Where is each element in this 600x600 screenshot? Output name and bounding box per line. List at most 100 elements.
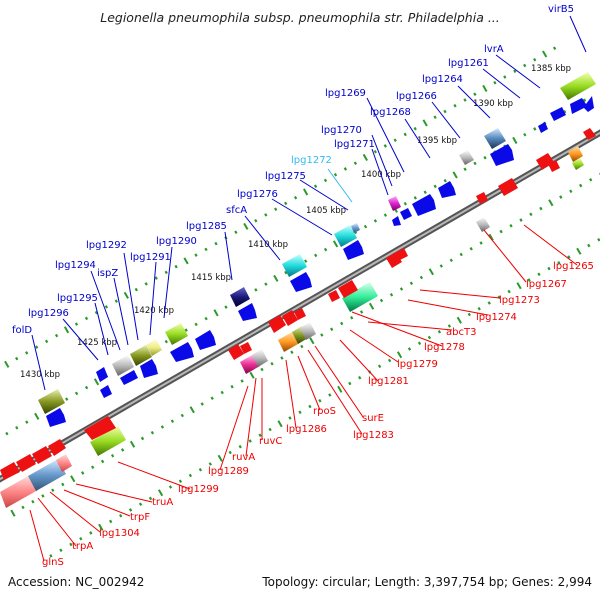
gene-feature-box[interactable] [300, 322, 316, 340]
gene-label-lpg1268[interactable]: lpg1268 [370, 107, 411, 118]
gene-feature-box[interactable] [90, 426, 126, 456]
gene-label-lpg1279[interactable]: lpg1279 [397, 359, 438, 370]
forward-gene-arrow[interactable] [490, 144, 514, 166]
gene-label-lpg1291[interactable]: lpg1291 [130, 252, 171, 263]
forward-gene-arrow[interactable] [238, 303, 257, 321]
gene-label-folD[interactable]: folD [12, 325, 32, 336]
gene-feature-box[interactable] [38, 389, 65, 414]
gene-label-lpg1294[interactable]: lpg1294 [55, 260, 96, 271]
gene-label-surE[interactable]: surE [362, 413, 384, 424]
gene-label-lpg1265[interactable]: lpg1265 [553, 261, 594, 272]
gene-feature-box[interactable] [476, 217, 490, 232]
reverse-gene-arrow[interactable] [84, 416, 116, 440]
forward-gene-arrow[interactable] [140, 359, 158, 378]
gene-label-truA[interactable]: truA [152, 497, 173, 508]
forward-gene-arrow[interactable] [538, 122, 548, 133]
gene-label-lpg1273[interactable]: lpg1273 [499, 295, 540, 306]
gene-feature-box[interactable] [484, 128, 506, 149]
reverse-gene-arrow[interactable] [228, 344, 244, 360]
gene-label-abcT3[interactable]: abcT3 [446, 327, 476, 338]
reverse-gene-arrow[interactable] [338, 280, 358, 298]
gene-feature-box[interactable] [388, 196, 401, 211]
gene-label-lpg1269[interactable]: lpg1269 [325, 88, 366, 99]
reverse-gene-arrow[interactable] [328, 290, 340, 302]
gene-feature-box[interactable] [342, 282, 378, 312]
gene-label-lpg1285[interactable]: lpg1285 [186, 221, 227, 232]
reverse-gene-arrow[interactable] [583, 128, 596, 140]
forward-gene-arrow[interactable] [570, 96, 594, 114]
forward-gene-arrow[interactable] [46, 408, 66, 427]
forward-gene-arrow[interactable] [100, 385, 112, 398]
gene-label-lpg1304[interactable]: lpg1304 [99, 528, 140, 539]
gene-feature-box[interactable] [351, 223, 360, 233]
reverse-gene-arrow[interactable] [282, 310, 298, 326]
gene-label-lpg1264[interactable]: lpg1264 [422, 74, 463, 85]
gene-feature-box[interactable] [56, 454, 72, 472]
gene-feature-box[interactable] [459, 150, 474, 165]
reverse-gene-arrow[interactable] [268, 315, 286, 333]
reverse-gene-arrow[interactable] [498, 178, 518, 196]
gene-label-lpg1261[interactable]: lpg1261 [448, 58, 489, 69]
gene-feature-box[interactable] [572, 158, 584, 170]
gene-label-lpg1290[interactable]: lpg1290 [156, 236, 197, 247]
gene-label-lpg1274[interactable]: lpg1274 [476, 312, 517, 323]
gene-label-lpg1278[interactable]: lpg1278 [424, 342, 465, 353]
forward-gene-arrow[interactable] [438, 181, 456, 198]
reverse-gene-arrow[interactable] [396, 248, 408, 260]
gene-feature-box[interactable] [28, 459, 66, 491]
gene-feature-box[interactable] [278, 332, 298, 352]
gene-label-lpg1281[interactable]: lpg1281 [368, 376, 409, 387]
reverse-gene-arrow[interactable] [16, 454, 36, 472]
reverse-gene-arrow[interactable] [294, 308, 306, 320]
gene-feature-box[interactable] [560, 72, 596, 100]
gene-feature-box[interactable] [252, 349, 268, 367]
gene-label-lpg1266[interactable]: lpg1266 [396, 91, 437, 102]
gene-feature-box[interactable] [0, 475, 38, 508]
gene-label-lpg1286[interactable]: lpg1286 [286, 424, 327, 435]
reverse-gene-arrow[interactable] [536, 153, 554, 170]
gene-label-glnS[interactable]: glnS [42, 557, 64, 568]
gene-feature-box[interactable] [568, 146, 583, 162]
gene-feature-box[interactable] [112, 355, 134, 376]
gene-label-lpg1292[interactable]: lpg1292 [86, 240, 127, 251]
gene-label-lpg1267[interactable]: lpg1267 [526, 279, 567, 290]
reverse-gene-arrow[interactable] [476, 192, 488, 204]
gene-feature-box[interactable] [334, 225, 357, 247]
gene-label-lpg1283[interactable]: lpg1283 [353, 430, 394, 441]
forward-gene-arrow[interactable] [290, 272, 312, 292]
gene-feature-box[interactable] [230, 287, 250, 307]
gene-label-trpF[interactable]: trpF [130, 512, 150, 523]
gene-feature-box[interactable] [130, 345, 152, 366]
forward-gene-arrow[interactable] [195, 330, 216, 350]
gene-label-lpg1271[interactable]: lpg1271 [334, 139, 375, 150]
gene-label-ruvA[interactable]: ruvA [232, 452, 255, 463]
forward-gene-arrow[interactable] [96, 367, 108, 382]
reverse-gene-arrow[interactable] [48, 439, 66, 456]
forward-gene-arrow[interactable] [400, 208, 412, 220]
gene-label-lpg1296[interactable]: lpg1296 [28, 308, 69, 319]
gene-label-lpg1289[interactable]: lpg1289 [208, 466, 249, 477]
forward-gene-arrow[interactable] [412, 194, 436, 216]
forward-gene-arrow[interactable] [170, 342, 194, 362]
forward-gene-arrow[interactable] [343, 240, 364, 260]
reverse-gene-arrow[interactable] [548, 160, 560, 172]
reverse-gene-arrow[interactable] [0, 462, 20, 480]
gene-label-lvrA[interactable]: lvrA [484, 44, 504, 55]
reverse-gene-arrow[interactable] [240, 342, 252, 354]
gene-label-lpg1270[interactable]: lpg1270 [321, 125, 362, 136]
gene-label-trpA[interactable]: trpA [72, 541, 93, 552]
forward-gene-arrow[interactable] [120, 370, 138, 385]
gene-feature-box[interactable] [165, 323, 188, 345]
gene-feature-box[interactable] [146, 339, 162, 356]
gene-label-ispZ[interactable]: ispZ [97, 268, 118, 279]
gene-label-lpg1299[interactable]: lpg1299 [178, 484, 219, 495]
forward-gene-arrow[interactable] [392, 216, 401, 226]
gene-label-virB5[interactable]: virB5 [548, 4, 574, 15]
gene-label-rpoS[interactable]: rpoS [313, 406, 336, 417]
gene-label-lpg1295[interactable]: lpg1295 [57, 293, 98, 304]
gene-feature-box[interactable] [282, 254, 307, 277]
gene-label-lpg1276[interactable]: lpg1276 [237, 189, 278, 200]
gene-label-sfcA[interactable]: sfcA [226, 205, 247, 216]
gene-label-lpg1275[interactable]: lpg1275 [265, 171, 306, 182]
forward-gene-arrow[interactable] [550, 107, 566, 121]
